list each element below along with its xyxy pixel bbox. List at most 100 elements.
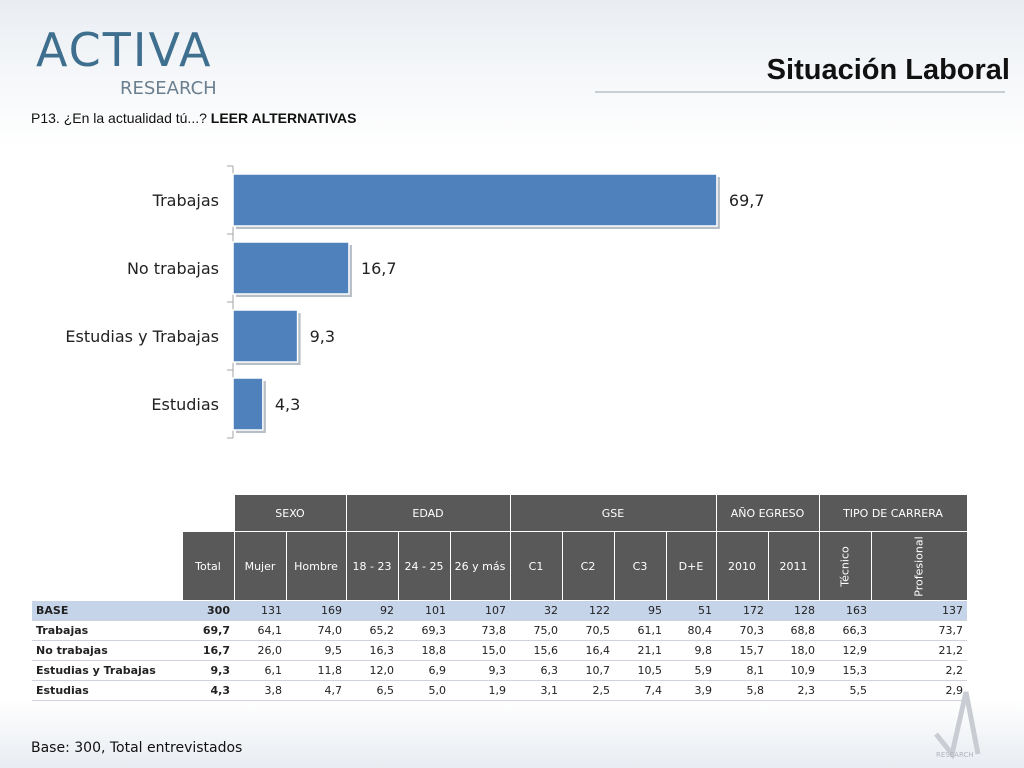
table-cell: 6,1 — [234, 660, 286, 681]
table-cell: 2,2 — [871, 660, 967, 681]
column-header: C2 — [561, 531, 615, 601]
question-text: P13. ¿En la actualidad tú...? LEER ALTER… — [31, 110, 356, 126]
table-cell: 12,0 — [346, 660, 398, 681]
table-cell: 163 — [819, 600, 871, 621]
table-cell: 5,9 — [666, 660, 716, 681]
column-header-row: Total Mujer Hombre 18 - 23 24 - 25 26 y más C1… — [32, 531, 968, 601]
title-divider — [595, 91, 1005, 93]
table-cell: 11,8 — [286, 660, 346, 681]
table-cell: 61,1 — [614, 620, 666, 641]
table-cell: 16,7 — [182, 640, 234, 661]
table-cell: 69,7 — [182, 620, 234, 641]
base-note: Base: 300, Total entrevistados — [31, 740, 243, 756]
group-header: GSE — [509, 494, 717, 532]
table-row: Trabajas 69,7 64,1 74,0 65,2 69,3 73,8 75,0 70,5… — [32, 620, 967, 641]
table-cell: 8,1 — [716, 660, 768, 681]
bar-chart: Trabajas 69,7 No trabajas 16,7 Estudias y Tr… — [65, 165, 765, 439]
column-header: D+E — [665, 531, 717, 601]
group-header: TIPO DE CARRERA — [818, 494, 968, 532]
blank-cell — [32, 495, 234, 532]
table-cell: 74,0 — [286, 620, 346, 641]
row-label: Estudias y Trabajas — [32, 660, 182, 681]
table-cell: 5,0 — [398, 680, 450, 701]
row-label: Trabajas — [32, 620, 182, 641]
table-cell: 32 — [510, 600, 562, 621]
table-cell: 128 — [768, 600, 819, 621]
footer-background — [0, 700, 1024, 768]
table-cell: 2,9 — [871, 680, 967, 701]
category-label: Trabajas — [152, 191, 219, 210]
table-cell: 18,8 — [398, 640, 450, 661]
page-title: Situación Laboral — [766, 54, 1010, 86]
table-cell: 15,7 — [716, 640, 768, 661]
table-cell: 5,8 — [716, 680, 768, 701]
table-cell: 6,5 — [346, 680, 398, 701]
table-cell: 65,2 — [346, 620, 398, 641]
table-cell: 16,4 — [562, 640, 614, 661]
table-cell: 172 — [716, 600, 768, 621]
table-cell: 169 — [286, 600, 346, 621]
category-label: Estudias — [151, 395, 219, 414]
table-cell: 69,3 — [398, 620, 450, 641]
table-cell: 9,3 — [182, 660, 234, 681]
table-cell: 107 — [450, 600, 510, 621]
table-cell: 95 — [614, 600, 666, 621]
table-row: BASE 300 131 169 92 101 107 32 122 95 51 172 128 163 1… — [32, 600, 967, 621]
table-cell: 92 — [346, 600, 398, 621]
data-label: 16,7 — [361, 259, 397, 278]
table-cell: 3,9 — [666, 680, 716, 701]
table-cell: 3,1 — [510, 680, 562, 701]
group-header-row: SEXO EDAD GSE AÑO EGRESO TIPO DE CARRERA — [32, 494, 968, 532]
table-cell: 9,5 — [286, 640, 346, 661]
table-cell: 21,2 — [871, 640, 967, 661]
column-header: 2011 — [767, 531, 820, 601]
table-cell: 4,3 — [182, 680, 234, 701]
table-cell: 131 — [234, 600, 286, 621]
logo-text: ACTIVA — [36, 23, 212, 77]
table-cell: 4,7 — [286, 680, 346, 701]
table-cell: 80,4 — [666, 620, 716, 641]
table-cell: 10,9 — [768, 660, 819, 681]
row-label: Estudias — [32, 680, 182, 701]
table-cell: 300 — [182, 600, 234, 621]
table-cell: 15,0 — [450, 640, 510, 661]
table-cell: 137 — [871, 600, 967, 621]
question-prefix: P13. ¿En la actualidad tú...? — [31, 110, 211, 126]
table-cell: 9,3 — [450, 660, 510, 681]
table-cell: 1,9 — [450, 680, 510, 701]
table-cell: 101 — [398, 600, 450, 621]
column-header: Profesional — [870, 531, 968, 601]
table-cell: 73,8 — [450, 620, 510, 641]
table-cell: 122 — [562, 600, 614, 621]
column-header: 24 - 25 — [397, 531, 451, 601]
table-cell: 66,3 — [819, 620, 871, 641]
table-cell: 3,8 — [234, 680, 286, 701]
table-cell: 7,4 — [614, 680, 666, 701]
table-cell: 12,9 — [819, 640, 871, 661]
logo-subtext: RESEARCH — [120, 78, 217, 99]
table-cell: 2,3 — [768, 680, 819, 701]
column-header: C3 — [613, 531, 667, 601]
table-cell: 6,9 — [398, 660, 450, 681]
bar — [232, 173, 718, 227]
table-cell: 68,8 — [768, 620, 819, 641]
column-header: C1 — [509, 531, 563, 601]
column-header: Técnico — [818, 531, 872, 601]
table-cell: 26,0 — [234, 640, 286, 661]
table-cell: 10,7 — [562, 660, 614, 681]
table-cell: 2,5 — [562, 680, 614, 701]
column-header: 2010 — [715, 531, 769, 601]
table-cell: 75,0 — [510, 620, 562, 641]
table-cell: 64,1 — [234, 620, 286, 641]
column-header: 26 y más — [449, 531, 511, 601]
bar — [232, 309, 299, 363]
table-cell: 70,5 — [562, 620, 614, 641]
table-cell: 9,8 — [666, 640, 716, 661]
header-background — [0, 0, 1024, 150]
group-header: EDAD — [345, 494, 511, 532]
bar — [232, 377, 264, 431]
table-cell: 5,5 — [819, 680, 871, 701]
column-header: Mujer — [233, 531, 287, 601]
table-row: Estudias 4,3 3,8 4,7 6,5 5,0 1,9 3,1 2,5 7,4 3,9 5,… — [32, 680, 967, 701]
table-cell: 51 — [666, 600, 716, 621]
